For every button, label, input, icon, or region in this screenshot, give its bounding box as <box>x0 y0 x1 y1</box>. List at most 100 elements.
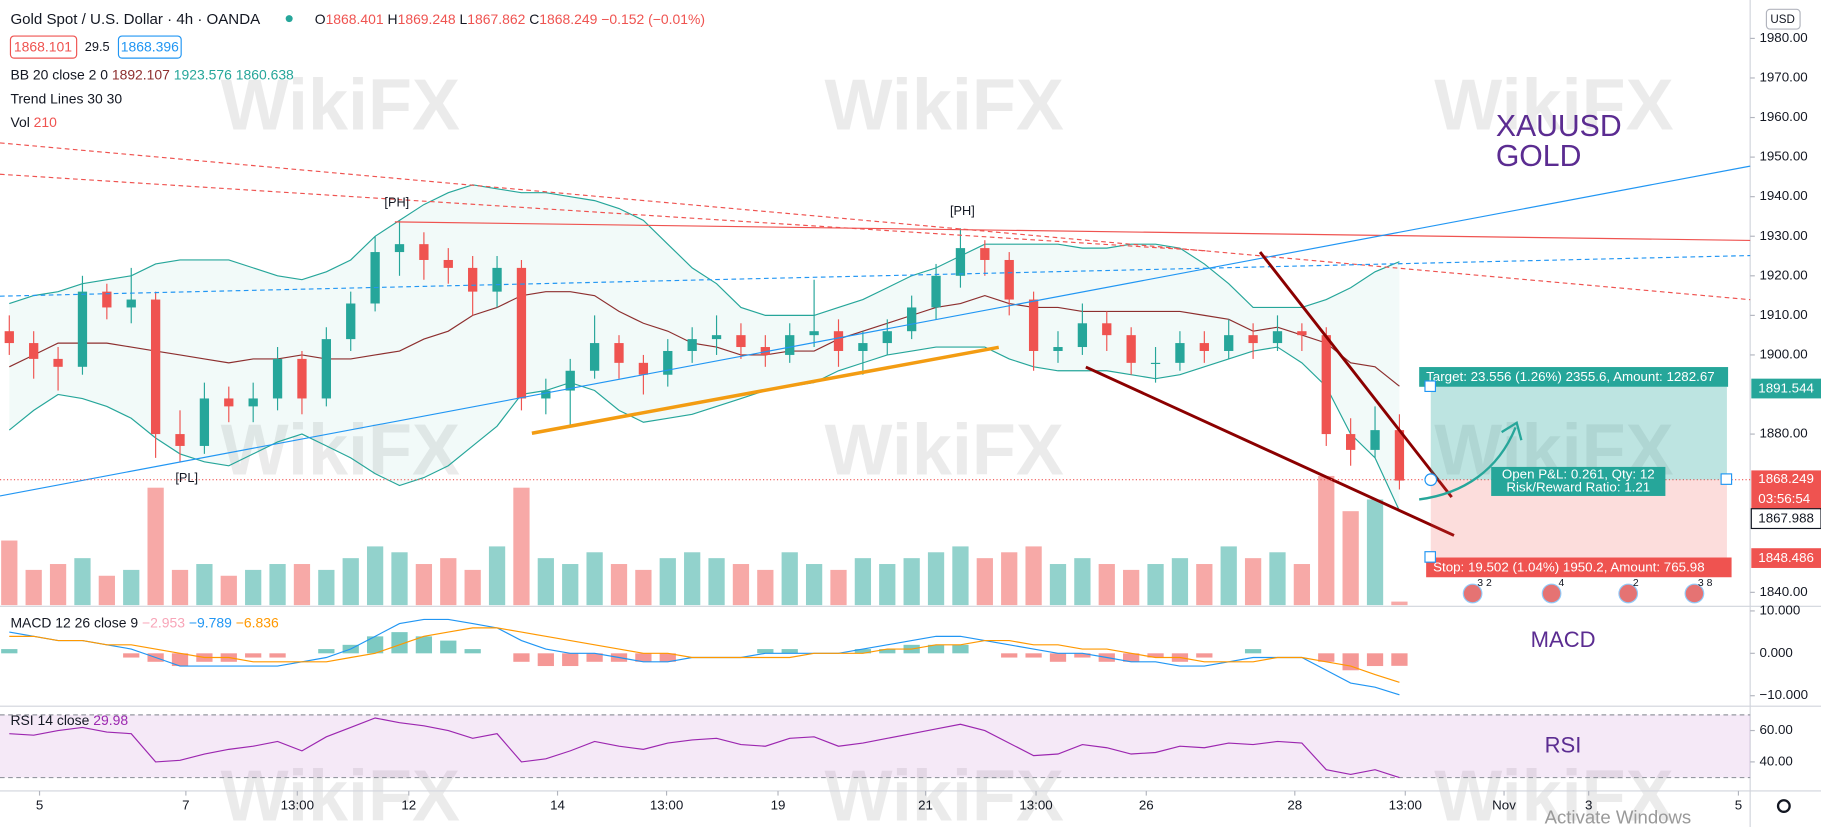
volume-bar <box>440 558 457 606</box>
volume-bar <box>562 564 579 606</box>
pnl-label: Open P&L: 0.261, Qty: 12 <box>1502 467 1655 482</box>
event-flag[interactable] <box>1684 583 1705 604</box>
macd-histogram <box>1 649 18 654</box>
macd-histogram <box>1318 653 1335 662</box>
candle-body <box>321 339 331 399</box>
settings-icon[interactable] <box>1776 799 1791 814</box>
handle[interactable] <box>1424 551 1437 563</box>
events[interactable]: 3 2 4 2 3 8 <box>1462 578 1713 604</box>
macd-histogram <box>391 632 408 654</box>
event-flag[interactable] <box>1462 583 1483 604</box>
target-tag <box>1751 378 1821 399</box>
volume-bar <box>49 564 67 606</box>
y-tick-label: 1930.00 <box>1759 228 1807 243</box>
target-label: Target: 23.556 (1.26%) 2355.6, Amount: 1… <box>1426 369 1715 384</box>
macd-annotation: MACD <box>1531 627 1596 652</box>
volume-bar <box>1244 558 1262 606</box>
legend-value: −6.836 <box>236 614 279 630</box>
macd-histogram <box>171 653 189 667</box>
volume-bar <box>342 558 359 606</box>
legend-value: 29.98 <box>93 712 128 728</box>
macd-histogram <box>245 653 262 658</box>
y-tick-label: 1950.00 <box>1759 149 1807 164</box>
handle[interactable] <box>1424 473 1438 487</box>
signal-line <box>9 627 1400 683</box>
candle-body <box>711 335 722 340</box>
macd-histogram <box>757 649 774 654</box>
candle-body <box>833 331 844 351</box>
volume-bar <box>366 546 384 606</box>
event-count: 2 <box>1633 578 1639 589</box>
candle-body <box>1077 323 1088 348</box>
target-tag-label: 1891.544 <box>1758 381 1814 396</box>
volume-bar <box>976 558 993 606</box>
arrow <box>1419 426 1517 501</box>
candle-body <box>809 331 819 336</box>
macd-histogram <box>415 636 433 654</box>
watermark: WikiFX <box>1434 756 1673 827</box>
macd-histogram <box>659 653 676 662</box>
candle-body <box>882 331 892 344</box>
event-flag[interactable] <box>1541 583 1562 604</box>
volume-bar <box>269 564 286 606</box>
macd-histogram <box>1074 653 1091 658</box>
candle-body <box>126 299 136 308</box>
name-annotation: GOLD <box>1496 140 1582 173</box>
band-middle <box>9 291 1400 387</box>
handle[interactable] <box>1424 380 1437 393</box>
sell-button[interactable] <box>9 35 78 59</box>
candle-body <box>1126 335 1136 363</box>
volume-bar <box>903 558 920 606</box>
candle-body <box>1394 430 1405 481</box>
volume-bar <box>1098 564 1115 606</box>
legend-label: BB 20 close 2 0 <box>10 66 108 82</box>
volume-bar <box>732 564 750 606</box>
candle-body <box>687 339 697 351</box>
candle-body <box>1272 331 1283 344</box>
bid-tag <box>1750 508 1821 530</box>
event-flag[interactable] <box>1618 583 1639 604</box>
position-tool[interactable]: Target: 23.556 (1.26%) 2355.6, Amount: 1… <box>1419 367 1733 578</box>
candle-body <box>4 331 14 344</box>
volume-bar <box>415 564 433 606</box>
ohlc-value: 1868.401 <box>326 10 384 26</box>
rsi-annotation: RSI <box>1545 733 1582 758</box>
volume-bar <box>25 569 42 606</box>
candle-body <box>346 303 356 340</box>
candle-body <box>858 343 868 351</box>
candle-body <box>419 244 429 260</box>
trend-line <box>0 165 1751 497</box>
watermark: WikiFX <box>221 756 460 827</box>
buy-button[interactable] <box>117 35 182 59</box>
x-tick-label: 5 <box>1735 798 1742 813</box>
volume-bar <box>537 558 554 606</box>
macd-legend: MACD 12 26 close 9 −2.953 −9.789 −6.836 <box>10 614 279 630</box>
currency-button[interactable] <box>1765 8 1801 30</box>
candle-body <box>541 390 551 399</box>
profit-zone <box>1430 386 1727 480</box>
candle-body <box>248 398 258 407</box>
volume-bar <box>952 546 969 606</box>
candle-body <box>931 275 941 308</box>
countdown: 03:56:54 <box>1758 491 1811 506</box>
volume-bar <box>1171 558 1189 606</box>
volume-bar <box>74 558 91 606</box>
event-count: 3 8 <box>1698 578 1713 589</box>
macd-histogram <box>1342 653 1359 671</box>
volume-bar <box>488 546 506 606</box>
candle-body <box>589 343 600 371</box>
y-tick-label: 1840.00 <box>1759 584 1807 599</box>
y-tick-label: 1960.00 <box>1759 109 1807 124</box>
handle[interactable] <box>1720 473 1733 485</box>
y-tick-label: 10.000 <box>1759 602 1800 617</box>
volume-bar <box>1196 564 1213 606</box>
macd-histogram <box>537 653 554 667</box>
watermark: WikiFX <box>825 756 1064 827</box>
macd-histogram <box>562 653 579 667</box>
y-tick-label: 40.00 <box>1759 753 1792 768</box>
y-tick-label: 1980.00 <box>1759 30 1807 45</box>
volume-bar <box>464 569 481 606</box>
macd-histogram <box>952 644 969 654</box>
